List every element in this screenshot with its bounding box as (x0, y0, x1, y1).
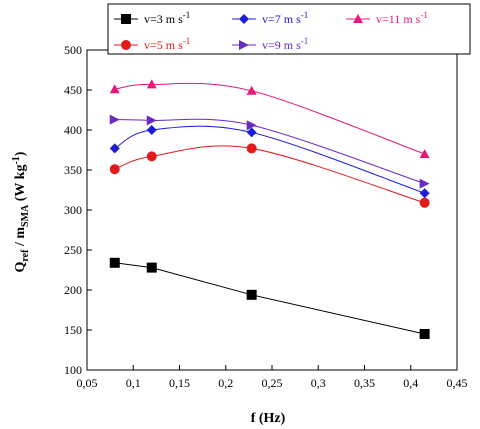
data-point (419, 178, 430, 189)
data-point (146, 151, 157, 162)
data-point (109, 143, 120, 154)
legend-marker (121, 40, 131, 50)
y-tick-label: 350 (64, 163, 82, 177)
series-v7 (109, 125, 430, 199)
data-point (109, 257, 120, 268)
y-tick-label: 500 (64, 43, 82, 57)
series-v3 (109, 257, 430, 339)
data-point (246, 85, 257, 95)
y-tick-label: 200 (64, 283, 82, 297)
data-point (146, 115, 157, 126)
data-point (146, 262, 157, 273)
series-v9 (109, 114, 430, 189)
x-tick-label: 0,35 (354, 376, 375, 390)
data-point (146, 79, 157, 89)
series-v5 (109, 143, 430, 208)
series-line (114, 125, 425, 194)
plot-area (86, 49, 458, 371)
y-axis-title: Qref / mSMA (W kg-1) (11, 151, 31, 272)
series-line (114, 82, 425, 155)
legend-marker (353, 14, 363, 23)
x-tick-label: 0,15 (169, 376, 190, 390)
y-tick-label: 250 (64, 243, 82, 257)
y-tick-label: 100 (64, 363, 82, 377)
series-line (114, 118, 425, 185)
data-point (419, 188, 430, 199)
y-tick-label: 300 (64, 203, 82, 217)
series-line (114, 262, 425, 335)
data-point (246, 127, 257, 138)
x-tick-label: 0,3 (311, 376, 326, 390)
legend-label: v=9 m s-1 (262, 36, 308, 52)
series-layer (109, 79, 430, 339)
legend-item-v3: v=3 m s-1 (114, 10, 190, 26)
data-point (109, 84, 120, 94)
legend-marker (239, 40, 249, 50)
x-tick-label: 0,25 (262, 376, 283, 390)
data-point (246, 120, 257, 131)
y-tick-label: 150 (64, 323, 82, 337)
legend-label: v=11 m s-1 (376, 10, 428, 26)
legend-marker (239, 14, 249, 24)
data-point (419, 197, 430, 208)
y-tick-label: 400 (64, 123, 82, 137)
y-axis: 100 150 200 250 300 350 400 450 500 (64, 43, 92, 377)
x-tick-label: 0,2 (218, 376, 233, 390)
data-point (419, 149, 430, 158)
legend-label: v=7 m s-1 (262, 10, 308, 26)
series-line (114, 145, 425, 204)
x-tick-label: 0,1 (126, 376, 141, 390)
legend-item-v9: v=9 m s-1 (232, 36, 308, 52)
data-point (246, 143, 257, 154)
legend-label: v=5 m s-1 (144, 36, 190, 52)
legend-item-v5: v=5 m s-1 (114, 36, 190, 52)
legend-item-v11: v=11 m s-1 (346, 10, 428, 26)
data-point (109, 114, 120, 125)
x-tick-label: 0,05 (77, 376, 98, 390)
x-tick-label: 0,4 (403, 376, 418, 390)
legend-item-v7: v=7 m s-1 (232, 10, 308, 26)
data-point (109, 164, 120, 175)
x-tick-label: 0,45 (447, 376, 468, 390)
legend-marker (121, 14, 131, 24)
legend-box (107, 3, 471, 55)
data-point (419, 329, 430, 339)
plot-frame (86, 49, 458, 371)
x-axis: 0,05 0,1 0,15 0,2 0,25 0,3 0,35 0,4 0,45 (77, 365, 468, 390)
legend: v=3 m s-1 v=7 m s-1 v=11 m s-1 v=5 m s-1 v=9… (107, 3, 471, 55)
legend-label: v=3 m s-1 (144, 10, 190, 26)
x-axis-title: f (Hz) (251, 411, 286, 426)
y-tick-label: 450 (64, 83, 82, 97)
data-point (246, 289, 257, 300)
data-point (146, 125, 157, 135)
series-v11 (109, 79, 430, 158)
